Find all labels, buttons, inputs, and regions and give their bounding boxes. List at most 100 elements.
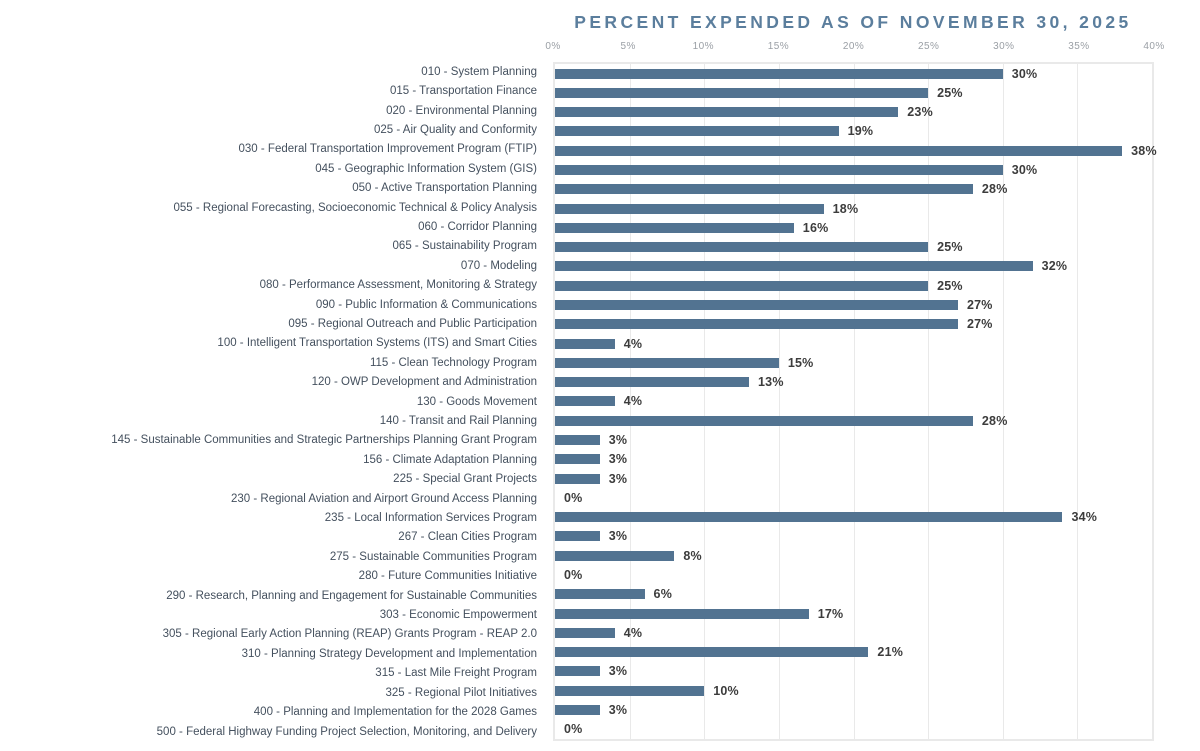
bar-row: 30% xyxy=(555,160,1152,179)
bar[interactable] xyxy=(555,203,824,214)
bar[interactable] xyxy=(555,222,794,233)
category-label: 225 - Special Grant Projects xyxy=(393,473,537,486)
value-label: 38% xyxy=(1131,143,1157,158)
category-label: 280 - Future Communities Initiative xyxy=(358,570,537,583)
value-label: 21% xyxy=(877,645,904,660)
bar-row: 4% xyxy=(555,623,1152,642)
bar-row: 13% xyxy=(555,373,1152,392)
x-tick-label: 40% xyxy=(1143,41,1165,52)
bar-row: 15% xyxy=(555,353,1152,372)
category-label: 050 - Active Transportation Planning xyxy=(352,182,537,195)
gridline xyxy=(1077,64,1079,739)
value-label: 4% xyxy=(623,625,643,640)
x-tick-label: 25% xyxy=(918,41,940,52)
category-label: 065 - Sustainability Program xyxy=(392,240,537,253)
bar-row: 16% xyxy=(555,218,1152,237)
value-label: 15% xyxy=(787,355,814,370)
category-label: 045 - Geographic Information System (GIS… xyxy=(315,162,537,175)
value-label: 27% xyxy=(966,317,993,332)
value-label: 16% xyxy=(802,220,829,235)
bar[interactable] xyxy=(555,338,615,349)
x-tick-label: 15% xyxy=(767,41,789,52)
value-label: 3% xyxy=(608,529,628,544)
bar[interactable] xyxy=(555,87,929,98)
bar-row: 0% xyxy=(555,720,1152,739)
gridline xyxy=(629,64,631,739)
x-axis: 0% 5% 10% 15% 20% 25% 30% 35% 40% xyxy=(545,41,1164,55)
bar[interactable] xyxy=(555,357,779,368)
bar-row: 34% xyxy=(555,507,1152,526)
category-label: 315 - Last Mile Freight Program xyxy=(375,667,537,680)
bar-row: 3% xyxy=(555,450,1152,469)
bar-row: 3% xyxy=(555,700,1152,719)
value-label: 4% xyxy=(623,394,643,409)
x-tick-label: 35% xyxy=(1068,41,1090,52)
bar-row: 38% xyxy=(555,141,1157,160)
value-label: 6% xyxy=(653,587,673,602)
bar[interactable] xyxy=(555,627,615,638)
x-tick-label: 30% xyxy=(993,41,1015,52)
bar[interactable] xyxy=(555,685,705,696)
value-label: 23% xyxy=(907,105,933,120)
bar[interactable] xyxy=(555,473,600,484)
bar-row: 3% xyxy=(555,662,1152,681)
bar[interactable] xyxy=(555,396,615,407)
value-label: 10% xyxy=(713,683,739,698)
category-label: 267 - Clean Cities Program xyxy=(398,531,537,544)
bar[interactable] xyxy=(555,666,600,677)
bar[interactable] xyxy=(555,165,1003,176)
bar[interactable] xyxy=(555,550,675,561)
bar-row: 27% xyxy=(555,295,1152,314)
bar-row: 25% xyxy=(555,238,1152,257)
category-label: 060 - Corridor Planning xyxy=(418,220,537,233)
bar[interactable] xyxy=(555,145,1123,156)
bar-row: 10% xyxy=(555,681,1152,700)
bar[interactable] xyxy=(555,512,1063,523)
category-label: 055 - Regional Forecasting, Socioeconomi… xyxy=(173,201,537,214)
bar[interactable] xyxy=(555,280,929,291)
value-label: 25% xyxy=(937,85,963,100)
bar-row: 3% xyxy=(555,469,1152,488)
value-label: 30% xyxy=(1011,66,1038,81)
bar[interactable] xyxy=(555,68,1003,79)
category-label: 010 - System Planning xyxy=(421,65,537,78)
bar-series: 30% 25% 23% 19% 38% 30% 28% 18% 16% 25% 32% 25% 27% 2… xyxy=(555,64,1157,739)
bar-row: 8% xyxy=(555,546,1152,565)
bar[interactable] xyxy=(555,184,973,195)
bar-row: 6% xyxy=(555,585,1152,604)
value-label: 3% xyxy=(608,452,628,467)
bar[interactable] xyxy=(555,454,600,465)
bar[interactable] xyxy=(555,107,899,118)
bar[interactable] xyxy=(555,531,600,542)
value-label: 0% xyxy=(564,722,583,737)
bar-row: 4% xyxy=(555,392,1152,411)
bar[interactable] xyxy=(555,608,809,619)
bar-row: 4% xyxy=(555,334,1152,353)
value-label: 8% xyxy=(683,548,702,563)
bar[interactable] xyxy=(555,319,958,330)
bar[interactable] xyxy=(555,242,929,253)
gridline xyxy=(853,64,855,739)
bar-row: 25% xyxy=(555,83,1152,102)
bar-row: 3% xyxy=(555,430,1152,449)
gridline xyxy=(778,64,780,739)
value-label: 3% xyxy=(608,702,628,717)
category-label: 305 - Regional Early Action Planning (RE… xyxy=(162,628,537,641)
category-label: 120 - OWP Development and Administration xyxy=(311,376,537,389)
bar[interactable] xyxy=(555,300,958,311)
bar[interactable] xyxy=(555,377,750,388)
value-label: 4% xyxy=(623,336,643,351)
value-label: 28% xyxy=(981,182,1008,197)
category-label: 090 - Public Information & Communication… xyxy=(315,298,537,311)
bar[interactable] xyxy=(555,434,600,445)
bar[interactable] xyxy=(555,589,645,600)
bar[interactable] xyxy=(555,704,600,715)
category-axis: 010 - System Planning 015 - Transportatio… xyxy=(0,62,537,741)
bar[interactable] xyxy=(555,415,973,426)
bar[interactable] xyxy=(555,126,839,137)
bar-row: 23% xyxy=(555,103,1152,122)
bar-row: 19% xyxy=(555,122,1152,141)
gridline xyxy=(928,64,930,739)
bar[interactable] xyxy=(555,261,1033,272)
bar[interactable] xyxy=(555,647,869,658)
